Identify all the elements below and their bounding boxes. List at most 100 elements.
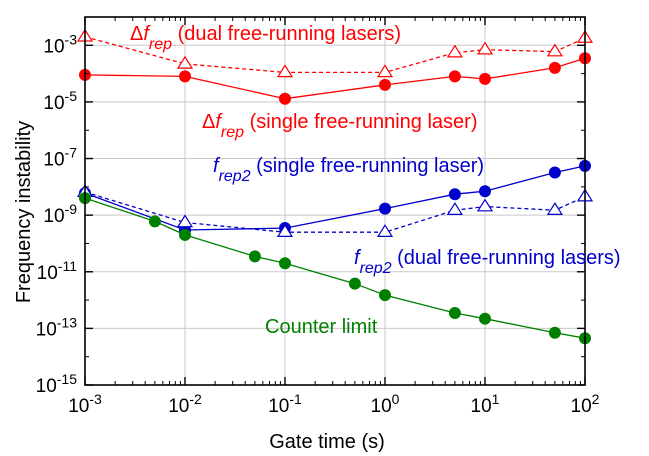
x-tick-label: 102	[571, 391, 600, 417]
data-point	[448, 188, 461, 201]
x-tick-exponent: -3	[89, 391, 102, 407]
series-line-dfrep_dual	[84, 36, 586, 74]
x-axis-title: Gate time (s)	[269, 431, 385, 453]
annotation-frep2_single: frep2 (single free-running laser)	[213, 155, 484, 185]
annotation-text: (single free-running laser)	[244, 111, 477, 133]
y-tick-label: 10-3	[43, 31, 77, 57]
x-tick-base: 10	[268, 396, 289, 417]
annotation-prefix: Δ	[202, 111, 215, 133]
annotation-subscript: rep	[149, 36, 172, 53]
data-point	[446, 44, 463, 58]
data-point	[479, 72, 491, 85]
x-tick-exponent: -2	[189, 391, 202, 407]
y-tick-label: 10-11	[37, 258, 78, 284]
y-tick-base: 10	[43, 36, 64, 57]
data-point	[376, 224, 394, 237]
annotation-symbol: f	[215, 111, 223, 133]
annotation-text: (dual free-running lasers)	[392, 247, 621, 269]
y-tick-base: 10	[43, 93, 64, 114]
data-point	[479, 185, 491, 198]
data-point	[476, 41, 494, 55]
data-point	[248, 250, 261, 263]
data-point	[179, 70, 191, 83]
data-point	[548, 166, 561, 179]
data-point	[476, 198, 494, 212]
x-tick-base: 10	[168, 396, 189, 417]
x-tick-base: 10	[371, 396, 392, 417]
x-tick-label: 10-1	[268, 391, 302, 417]
y-tick-label: 10-9	[43, 201, 77, 227]
annotation-dfrep_single: Δfrep (single free-running laser)	[202, 111, 477, 141]
annotation-prefix: Δ	[130, 23, 143, 45]
annotation-frep2_dual: frep2 (dual free-running lasers)	[354, 247, 621, 277]
data-point	[276, 224, 294, 237]
data-point	[548, 326, 561, 339]
y-tick-base: 10	[37, 263, 58, 284]
data-point	[376, 64, 394, 78]
annotation-dfrep_dual: Δfrep (dual free-running lasers)	[130, 23, 401, 53]
annotation-symbol: f	[354, 247, 362, 269]
y-tick-label: 10-15	[36, 371, 78, 397]
data-point	[448, 70, 461, 83]
annotation-subscript: rep2	[360, 260, 392, 277]
y-tick-exponent: -5	[65, 88, 78, 104]
annotation-subscript: rep	[221, 124, 244, 141]
data-point	[179, 228, 191, 241]
y-tick-exponent: -15	[57, 371, 77, 387]
data-point	[279, 257, 291, 270]
series-frep2_dual	[76, 184, 594, 237]
x-tick-base: 10	[571, 396, 592, 417]
y-tick-exponent: -13	[57, 314, 77, 330]
data-point	[279, 92, 291, 105]
y-tick-label: 10-5	[43, 88, 77, 114]
data-point	[448, 306, 461, 319]
x-tick-label: 100	[371, 391, 400, 417]
annotation-text: Counter limit	[265, 316, 378, 338]
data-point	[379, 289, 391, 302]
data-point	[446, 202, 463, 215]
x-tick-base: 10	[68, 396, 89, 417]
y-tick-base: 10	[36, 376, 57, 397]
data-point	[176, 214, 194, 228]
series-layer	[76, 28, 594, 345]
data-point	[479, 312, 491, 325]
y-tick-base: 10	[43, 150, 64, 171]
annotation-symbol: f	[213, 155, 221, 177]
x-tick-exponent: -1	[289, 391, 302, 407]
x-tick-exponent: 1	[492, 391, 500, 407]
x-tick-base: 10	[471, 396, 492, 417]
data-point	[379, 78, 391, 91]
y-tick-exponent: -3	[65, 31, 78, 47]
x-tick-label: 101	[471, 391, 500, 417]
y-tick-base: 10	[36, 319, 57, 340]
y-axis-title: Frequency instability	[13, 121, 35, 303]
series-line-frep2_dual	[84, 191, 586, 233]
x-tick-exponent: 0	[392, 391, 400, 407]
annotation-symbol: f	[143, 23, 151, 45]
y-tick-exponent: -9	[65, 201, 78, 217]
x-tick-label: 10-3	[68, 391, 102, 417]
annotation-text: (single free-running laser)	[251, 155, 484, 177]
y-tick-exponent: -7	[65, 145, 78, 161]
series-counter_limit	[79, 192, 591, 345]
data-point	[276, 64, 294, 78]
y-tick-label: 10-7	[43, 145, 77, 171]
tick-labels: 10-3 10-2 10-1 100 101 10210-1510-1310-1110-9…	[36, 31, 600, 417]
ticks	[84, 17, 586, 386]
data-point	[148, 215, 161, 228]
data-point	[548, 61, 561, 74]
x-tick-exponent: 2	[592, 391, 600, 407]
data-point	[176, 55, 194, 69]
annotations: Δfrep (dual free-running lasers)Δfrep (s…	[130, 23, 621, 338]
series-line-frep2_single	[84, 165, 586, 231]
data-point	[348, 277, 361, 290]
y-tick-label: 10-13	[36, 314, 78, 340]
series-dfrep_single	[79, 52, 591, 105]
y-tick-exponent: -11	[58, 258, 77, 274]
plot-frame	[84, 16, 586, 386]
data-point	[379, 202, 391, 215]
x-tick-label: 10-2	[168, 391, 202, 417]
annotation-text: (dual free-running lasers)	[172, 23, 401, 45]
annotation-subscript: rep2	[219, 168, 251, 185]
